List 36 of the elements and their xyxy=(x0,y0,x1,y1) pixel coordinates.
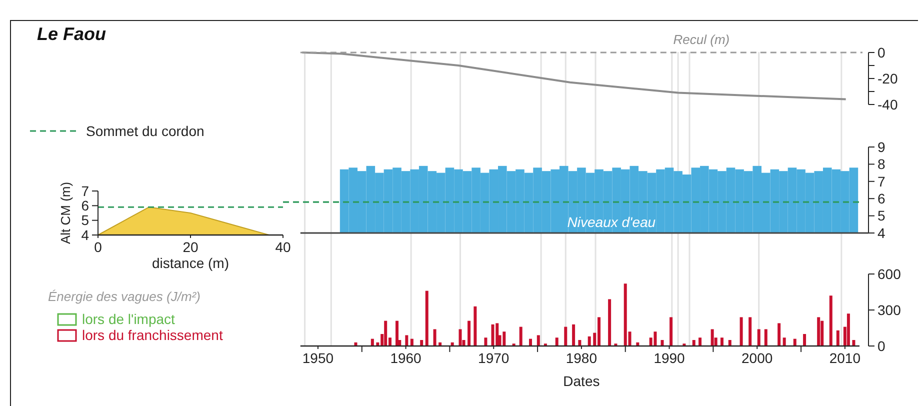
x-tick-label: 1950 xyxy=(302,350,334,366)
y-tick-label: 6 xyxy=(878,190,886,206)
y-axis-title: Alt CM (m) xyxy=(58,182,73,244)
legend-label: lors du franchissement xyxy=(82,327,223,343)
y-tick-label: 9 xyxy=(878,138,886,155)
legend-title: Énergie des vagues (J/m²) xyxy=(48,289,200,304)
y-tick-label: 4 xyxy=(878,224,886,241)
legend-label: Sommet du cordon xyxy=(86,123,204,139)
legend-label: lors de l'impact xyxy=(82,311,176,327)
y-tick-label: 5 xyxy=(81,212,90,228)
y-tick-label: 600 xyxy=(878,266,902,282)
y-tick-label: 4 xyxy=(81,226,90,243)
x-tick-label: 1980 xyxy=(566,350,598,366)
x-tick-label: 0 xyxy=(94,239,102,255)
y-tick-label: 7 xyxy=(81,182,90,199)
x-tick-label: 40 xyxy=(275,239,291,255)
y-tick-label: 6 xyxy=(81,198,90,214)
y-tick-label: 7 xyxy=(878,173,886,190)
x-tick-label: 1990 xyxy=(654,350,686,366)
y-tick-label: 0 xyxy=(878,338,886,354)
x-tick-label: 2010 xyxy=(829,350,861,366)
y-tick-label: 0 xyxy=(878,44,886,60)
x-tick-label: 2000 xyxy=(742,350,773,366)
y-axis-title: Niveaux d'eau xyxy=(567,214,656,230)
chart-title: Le Faou xyxy=(37,24,106,44)
y-axis-title: Recul (m) xyxy=(673,32,730,47)
y-tick-label: 8 xyxy=(878,156,886,172)
x-tick-label: 1960 xyxy=(390,350,422,366)
y-tick-label: 5 xyxy=(878,208,886,224)
x-axis-title: Dates xyxy=(563,373,600,389)
x-tick-label: 20 xyxy=(182,239,198,255)
y-tick-label: -40 xyxy=(878,96,898,112)
x-tick-label: 1970 xyxy=(478,350,510,366)
x-axis-title: distance (m) xyxy=(152,255,230,271)
y-tick-label: -20 xyxy=(878,70,898,86)
y-tick-label: 300 xyxy=(878,302,902,318)
